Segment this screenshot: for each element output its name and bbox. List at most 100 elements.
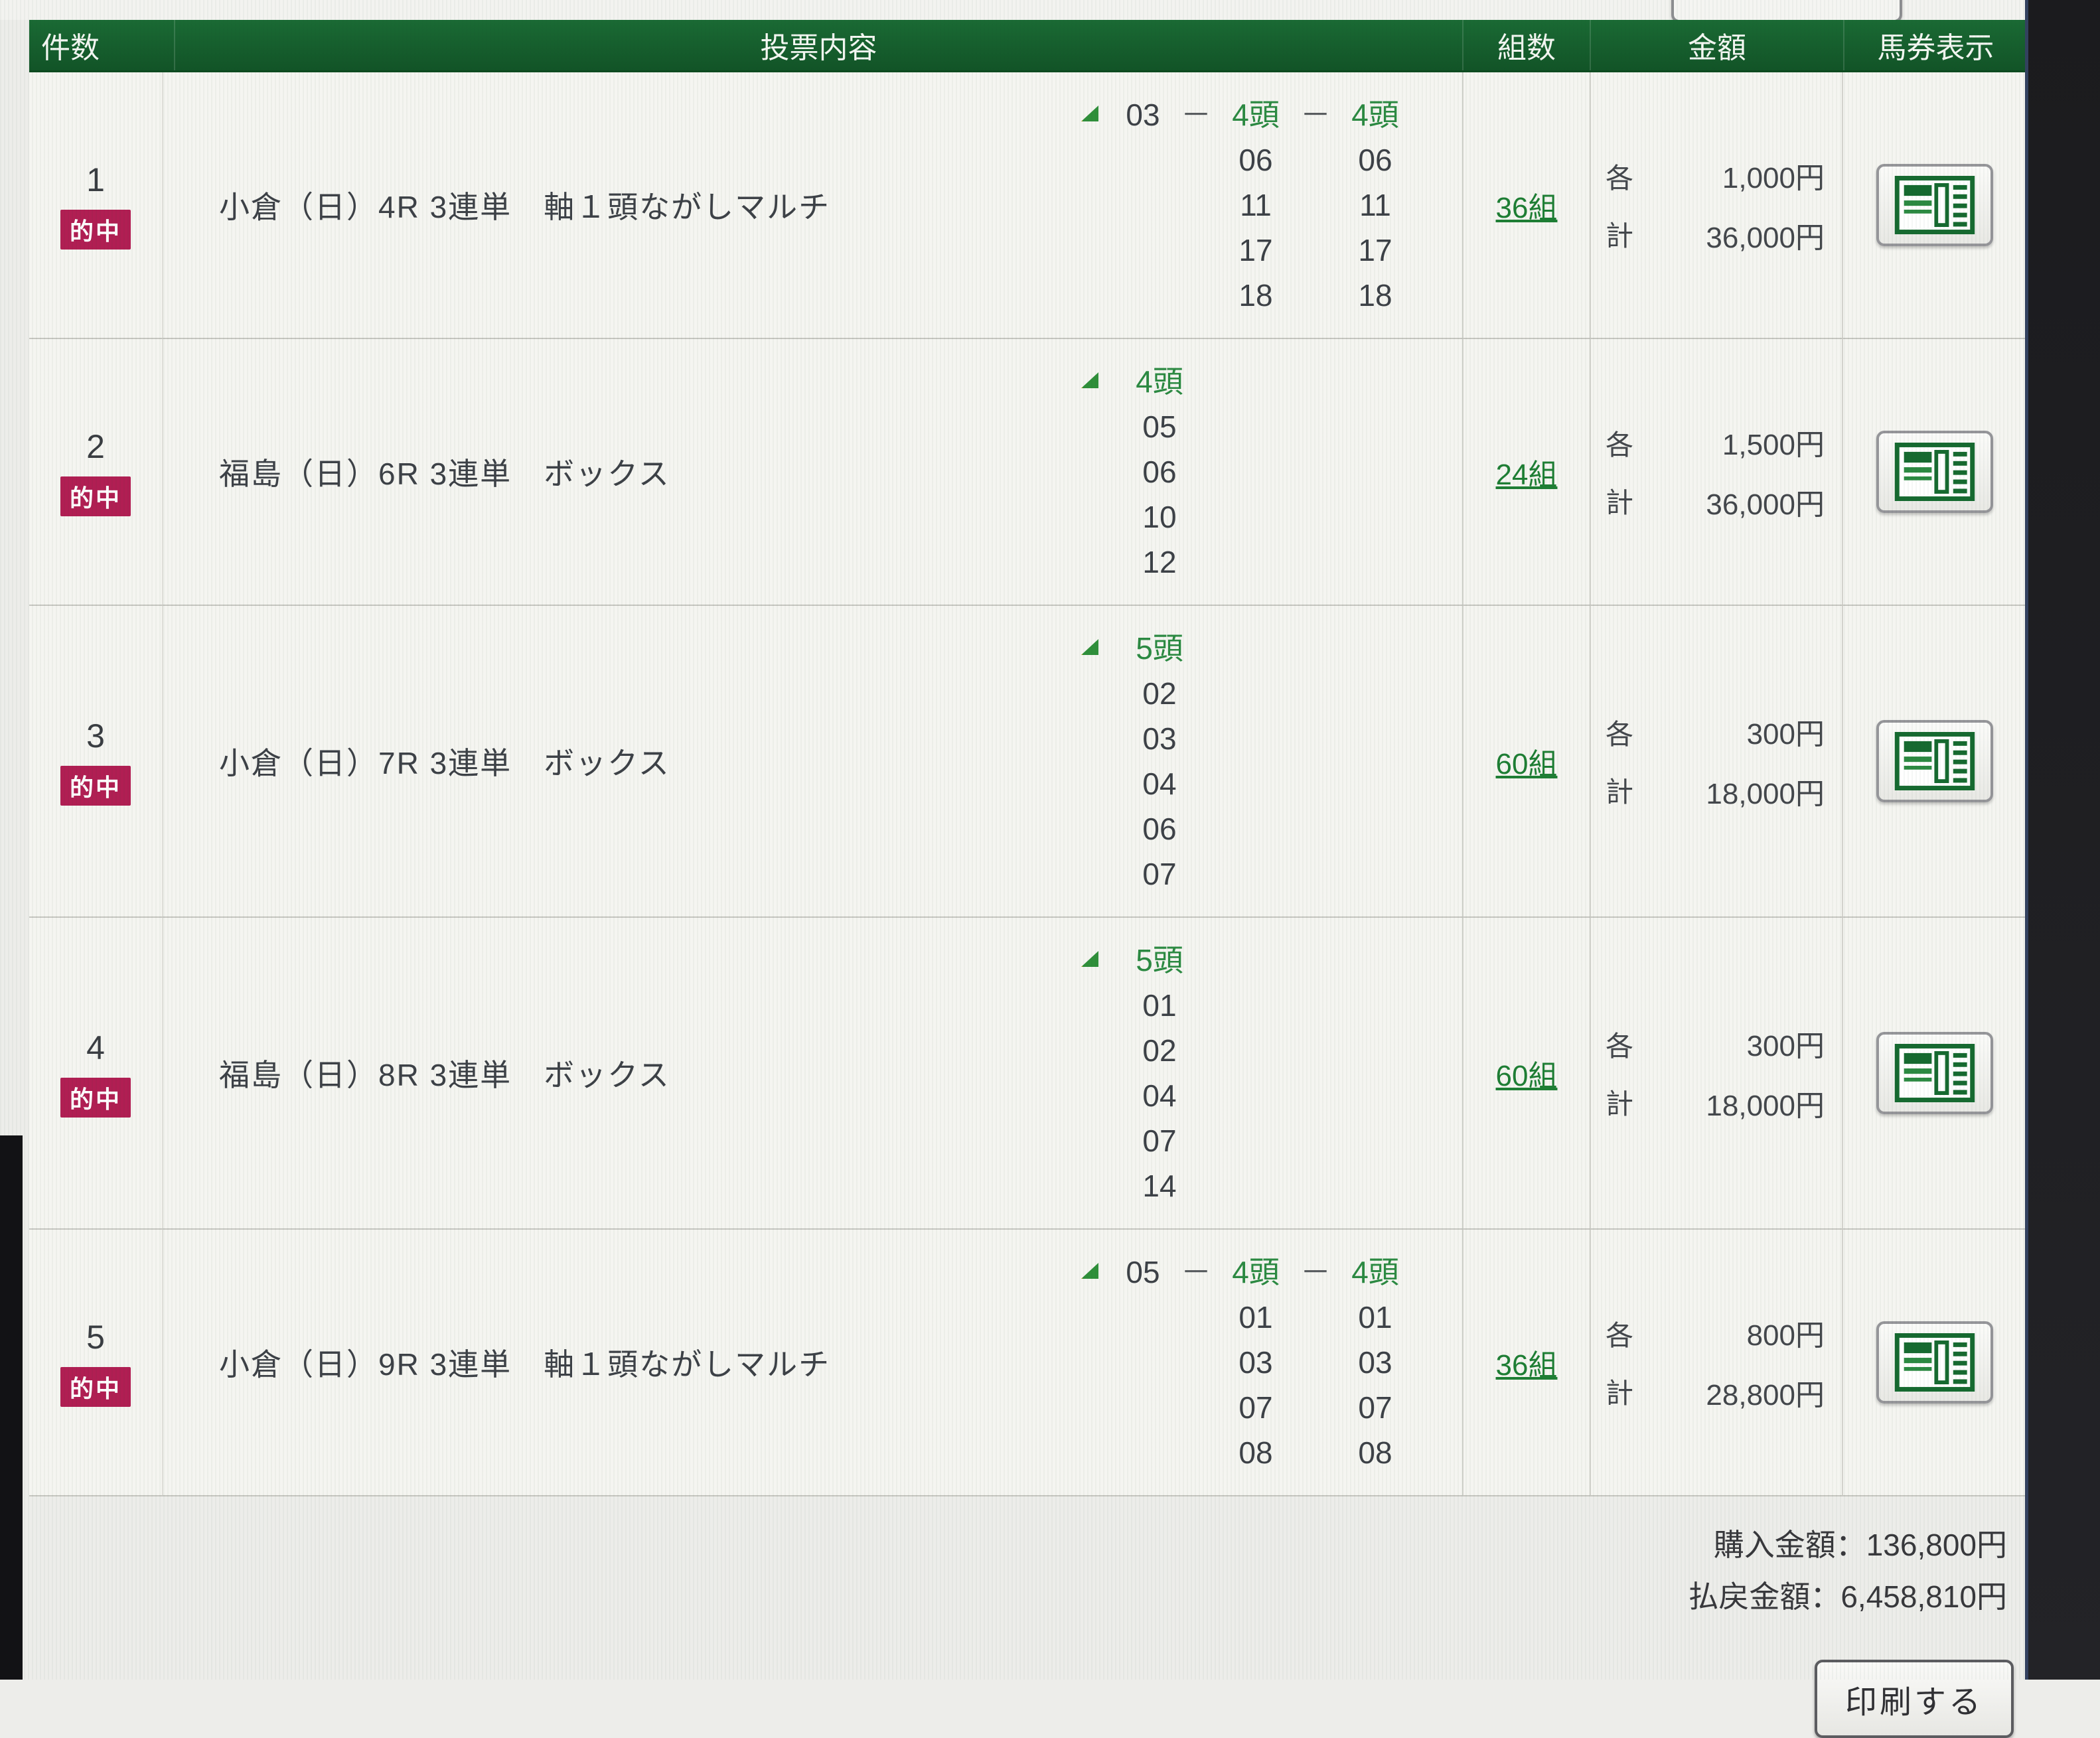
table-row: 3 的中 小倉（日）7R 3連単 ボックス 5頭 02 03 04 06 07 …	[29, 606, 2027, 918]
ticket-cell	[1842, 1230, 2027, 1495]
each-label: 各	[1606, 719, 1634, 750]
horse-number: 02	[1142, 676, 1177, 711]
triangle-icon	[1081, 639, 1098, 655]
combination-count-link[interactable]: 24組	[1495, 459, 1558, 491]
amount-cell: 各 計 300円 18,000円	[1590, 606, 1842, 916]
sum-amount: 36,000円	[1706, 488, 1825, 521]
table-header: 件数 投票内容 組数 金額 馬券表示	[29, 20, 2027, 72]
dash-separator: －	[1300, 98, 1331, 132]
horse-number: 17	[1358, 233, 1392, 267]
horse-number: 01	[1238, 1300, 1273, 1335]
dash-separator: －	[1300, 1255, 1331, 1289]
count-cell: 2 的中	[29, 427, 162, 516]
selection-numbers: 05 － 4頭 － 4頭 01 01 03 03 07 07 08	[1071, 1250, 1416, 1475]
hit-badge: 的中	[60, 766, 131, 806]
horse-number: 07	[1142, 857, 1177, 891]
horse-number: 08	[1358, 1435, 1392, 1470]
sum-amount: 18,000円	[1706, 778, 1825, 810]
combination-count-link[interactable]: 36組	[1495, 192, 1558, 224]
amount-cell: 各 計 800円 28,800円	[1590, 1230, 1842, 1495]
col1-header: 4頭	[1232, 98, 1280, 132]
selection-numbers: 4頭 05 06 10 12	[1071, 359, 1416, 585]
race-description: 小倉（日）9R 3連単 軸１頭ながしマルチ	[219, 1347, 831, 1382]
each-amount: 1,000円	[1722, 162, 1825, 194]
each-label: 各	[1606, 163, 1634, 194]
horse-number: 17	[1238, 233, 1273, 267]
combination-count-link[interactable]: 60組	[1495, 1060, 1558, 1092]
row-number: 4	[86, 1029, 105, 1066]
purchase-label: 購入金額：	[1713, 1528, 1866, 1562]
each-amount: 800円	[1746, 1319, 1825, 1352]
combinations-cell: 60組	[1462, 606, 1590, 916]
hit-badge: 的中	[60, 1367, 131, 1407]
sum-label: 計	[1606, 776, 1634, 808]
horse-number: 08	[1238, 1435, 1273, 1470]
horse-number: 06	[1142, 455, 1177, 489]
count-cell: 3 的中	[29, 717, 162, 806]
col2-header: 4頭	[1351, 98, 1399, 132]
partial-cutoff-button[interactable]	[1671, 0, 1902, 23]
col1-header: 5頭	[1136, 943, 1183, 978]
each-amount: 1,500円	[1722, 429, 1825, 461]
print-area: 印刷する	[29, 1623, 2027, 1738]
ticket-display-button[interactable]	[1876, 720, 1993, 802]
totals-block: 購入金額：136,800円 払戻金額：6,458,810円	[29, 1496, 2027, 1623]
amount-cell: 各 計 300円 18,000円	[1590, 918, 1842, 1228]
header-bet-content: 投票内容	[174, 20, 1462, 70]
combinations-cell: 60組	[1462, 918, 1590, 1228]
ticket-cell	[1842, 918, 2027, 1228]
combinations-cell: 24組	[1462, 339, 1590, 605]
bet-content-cell: 小倉（日）7R 3連単 ボックス 5頭 02 03 04 06 07	[162, 606, 1462, 916]
ticket-display-button[interactable]	[1876, 164, 1993, 246]
horse-number: 07	[1358, 1390, 1392, 1425]
triangle-icon	[1081, 951, 1098, 967]
count-cell: 4 的中	[29, 1029, 162, 1118]
table-row: 1 的中 小倉（日）4R 3連単 軸１頭ながしマルチ 03 － 4頭 － 4頭 …	[29, 72, 2027, 339]
each-label: 各	[1606, 1320, 1634, 1351]
selection-numbers: 5頭 01 02 04 07 14	[1071, 938, 1416, 1208]
horse-number: 14	[1142, 1169, 1177, 1203]
horse-number: 18	[1358, 278, 1392, 313]
race-description: 小倉（日）7R 3連単 ボックス	[219, 746, 670, 780]
header-ticket-display: 馬券表示	[1843, 20, 2027, 70]
horse-number: 11	[1359, 188, 1391, 222]
header-count: 件数	[41, 32, 100, 64]
horse-number: 04	[1142, 1078, 1177, 1113]
selection-numbers: 5頭 02 03 04 06 07	[1071, 626, 1416, 897]
each-amount: 300円	[1746, 718, 1825, 751]
ticket-icon	[1894, 176, 1975, 234]
ticket-display-button[interactable]	[1876, 1321, 1993, 1404]
bet-content-cell: 福島（日）8R 3連単 ボックス 5頭 01 02 04 07 14	[162, 918, 1462, 1228]
hit-badge: 的中	[60, 1078, 131, 1118]
amount-cell: 各 計 1,000円 36,000円	[1590, 72, 1842, 338]
bet-content-cell: 小倉（日）4R 3連単 軸１頭ながしマルチ 03 － 4頭 － 4頭 06 06…	[162, 72, 1462, 338]
combination-count-link[interactable]: 36組	[1495, 1349, 1558, 1382]
sum-amount: 28,800円	[1706, 1379, 1825, 1412]
horse-number: 06	[1142, 812, 1177, 846]
triangle-icon	[1081, 106, 1098, 121]
sum-label: 計	[1606, 220, 1634, 252]
monitor-bezel-left	[0, 1135, 23, 1680]
horse-number: 03	[1358, 1345, 1392, 1380]
print-button[interactable]: 印刷する	[1815, 1660, 2014, 1738]
horse-number: 07	[1142, 1123, 1177, 1158]
horse-number: 07	[1238, 1390, 1273, 1425]
table-row: 2 的中 福島（日）6R 3連単 ボックス 4頭 05 06 10 12 24組	[29, 339, 2027, 606]
col1-header: 4頭	[1136, 364, 1183, 399]
triangle-icon	[1081, 1263, 1098, 1279]
monitor-bezel-right	[2025, 0, 2100, 1680]
each-amount: 300円	[1746, 1030, 1825, 1062]
payout-total: 払戻金額：6,458,810円	[29, 1571, 2007, 1623]
count-cell: 1 的中	[29, 161, 162, 250]
horse-number: 12	[1142, 545, 1177, 579]
race-description: 福島（日）8R 3連単 ボックス	[219, 1058, 670, 1092]
table-row: 5 的中 小倉（日）9R 3連単 軸１頭ながしマルチ 05 － 4頭 － 4頭 …	[29, 1230, 2027, 1496]
axis-number: 03	[1126, 98, 1160, 132]
count-cell: 5 的中	[29, 1318, 162, 1407]
race-description: 福島（日）6R 3連単 ボックス	[219, 457, 670, 491]
ticket-display-button[interactable]	[1876, 431, 1993, 513]
combination-count-link[interactable]: 60組	[1495, 748, 1558, 780]
horse-number: 03	[1142, 721, 1177, 756]
top-strip	[0, 0, 2028, 23]
ticket-display-button[interactable]	[1876, 1032, 1993, 1114]
